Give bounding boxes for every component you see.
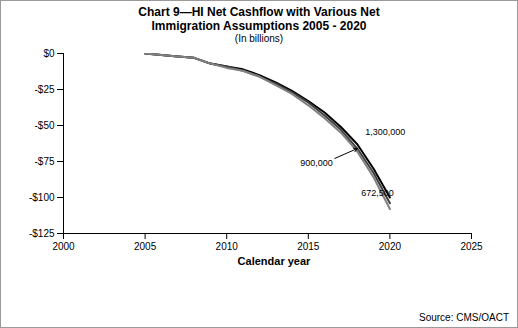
html-text:Source: CMS/OACT: Source: CMS/OACT [419,312,509,323]
svg-text:2000: 2000 [52,241,75,252]
svg-text:-$125: -$125 [29,228,55,239]
html-text:Calendar year: Calendar year [237,255,311,267]
svg-text:2025: 2025 [460,241,483,252]
svg-text:-$25: -$25 [34,84,54,95]
svg-text:2020: 2020 [379,241,402,252]
svg-text:672,500: 672,500 [361,188,394,198]
svg-text:1,300,000: 1,300,000 [365,127,405,137]
svg-text:2005: 2005 [134,241,157,252]
svg-text:$0: $0 [43,48,55,59]
svg-text:-$50: -$50 [34,120,54,131]
html-text:(In billions): (In billions) [234,33,284,44]
html-text:Chart 9—HI Net Cashflow with V: Chart 9—HI Net Cashflow with Various Net… [138,5,380,33]
svg-text:2010: 2010 [216,241,239,252]
svg-text:2015: 2015 [297,241,320,252]
svg-text:-$75: -$75 [34,156,54,167]
svg-text:900,000: 900,000 [300,158,333,168]
svg-text:-$100: -$100 [29,192,55,203]
